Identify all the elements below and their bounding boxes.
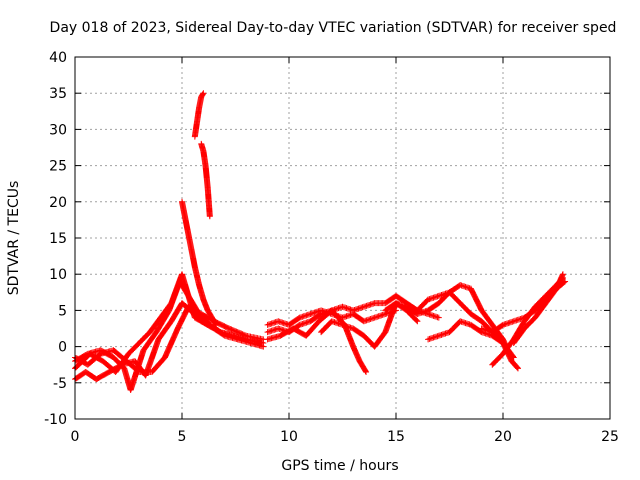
x-axis-label: GPS time / hours	[281, 458, 398, 474]
chart-title: Day 018 of 2023, Sidereal Day-to-day VTE…	[50, 20, 617, 36]
series-track-q	[510, 271, 566, 346]
ticks: -10 -5 0 5 10 15 20 25 30 35 40 0 5 10 15 20 25	[44, 50, 619, 445]
data-point	[514, 364, 521, 371]
data-point	[559, 271, 566, 278]
y-tick-label: 15	[49, 231, 67, 247]
series-track-e	[179, 198, 220, 328]
data-point	[414, 318, 421, 325]
y-tick-label: 40	[49, 50, 67, 66]
x-tick-label: 0	[71, 429, 80, 445]
grid	[75, 57, 610, 419]
x-tick-label: 20	[494, 429, 512, 445]
data-point	[200, 90, 207, 97]
y-tick-label: 35	[49, 86, 67, 102]
y-tick-label: 30	[49, 122, 67, 138]
x-tick-label: 25	[601, 429, 619, 445]
y-tick-label: 0	[58, 340, 67, 356]
series-track-j	[264, 307, 399, 328]
series-track-g	[191, 90, 207, 140]
series-track-d	[72, 303, 267, 375]
data-point	[514, 365, 521, 372]
data-point	[212, 320, 219, 327]
data-point	[363, 368, 370, 375]
data-point	[241, 332, 248, 339]
data-point	[199, 91, 206, 98]
data-point	[206, 213, 213, 220]
plot-data	[72, 90, 569, 394]
y-tick-label: -5	[53, 376, 67, 392]
data-point	[435, 314, 442, 321]
x-tick-label: 5	[178, 429, 187, 445]
y-tick-label: 25	[49, 159, 67, 175]
y-tick-label: 20	[49, 195, 67, 211]
x-tick-label: 10	[280, 429, 298, 445]
data-point	[562, 278, 569, 285]
y-axis-label: SDTVAR / TECUs	[6, 181, 22, 296]
x-tick-label: 15	[387, 429, 405, 445]
y-tick-label: 10	[49, 267, 67, 283]
data-point	[413, 317, 420, 324]
y-tick-label: -10	[44, 412, 67, 428]
series-track-k	[318, 300, 421, 350]
data-point	[213, 321, 220, 328]
series-track-f	[198, 140, 213, 220]
y-tick-label: 5	[58, 303, 67, 319]
series-track-l	[382, 282, 513, 357]
data-point	[362, 368, 369, 375]
